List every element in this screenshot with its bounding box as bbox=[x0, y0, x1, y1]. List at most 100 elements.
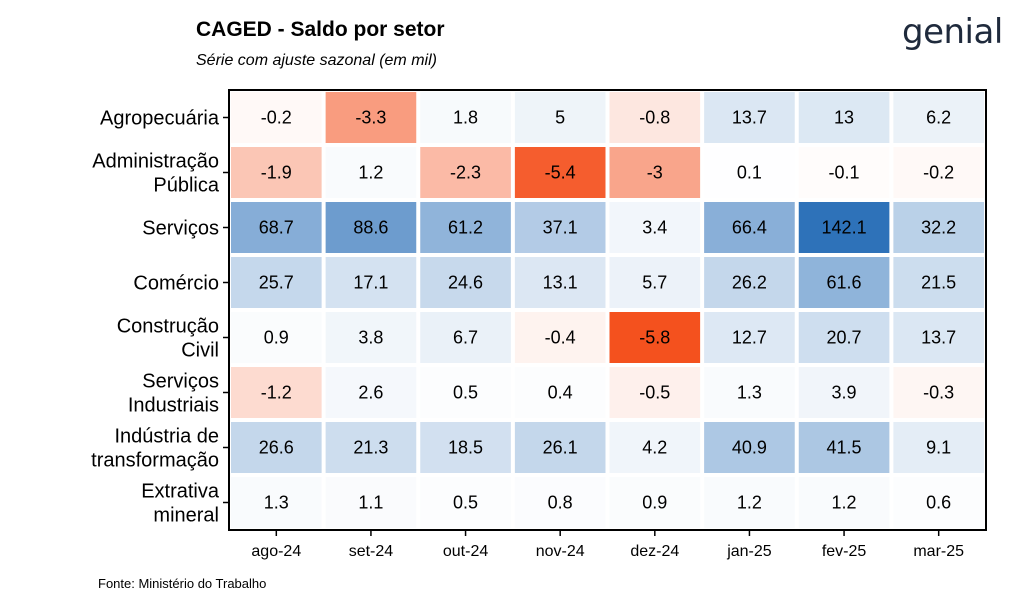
cell-value-label: 3.9 bbox=[832, 383, 857, 403]
cell-value-label: 13 bbox=[834, 108, 854, 128]
heatmap-cell bbox=[798, 92, 890, 143]
column-label: jan-25 bbox=[726, 543, 772, 560]
heatmap-cell bbox=[325, 367, 417, 418]
heatmap-cell bbox=[704, 477, 795, 528]
plot-frame bbox=[228, 89, 987, 531]
heatmap-cell bbox=[231, 147, 322, 198]
row-label: Construção bbox=[117, 316, 219, 338]
heatmap-cell bbox=[893, 477, 984, 528]
chart-subtitle: Série com ajuste sazonal (em mil) bbox=[196, 52, 437, 69]
row-label: Indústria de bbox=[114, 426, 219, 448]
cell-value-label: 61.6 bbox=[827, 273, 862, 293]
cell-value-label: -1.9 bbox=[261, 163, 292, 183]
heatmap-cell bbox=[325, 422, 417, 473]
cell-value-label: 4.2 bbox=[642, 438, 667, 458]
heatmap-cell bbox=[609, 422, 701, 473]
cell-value-label: -3.3 bbox=[355, 108, 386, 128]
heatmap-cell bbox=[420, 202, 511, 253]
cell-value-label: 1.2 bbox=[737, 493, 762, 513]
heatmap-cell bbox=[231, 422, 322, 473]
heatmap-cell bbox=[325, 147, 417, 198]
row-label: Serviços bbox=[142, 218, 219, 240]
heatmap-cell bbox=[609, 477, 701, 528]
column-label: nov-24 bbox=[536, 543, 585, 560]
heatmap-cell bbox=[609, 147, 701, 198]
heatmap-cell bbox=[704, 422, 795, 473]
column-label: set-24 bbox=[349, 543, 394, 560]
heatmap-cell bbox=[704, 367, 795, 418]
heatmap-cell bbox=[514, 312, 606, 363]
heatmap-cell bbox=[514, 92, 606, 143]
heatmap-cell bbox=[609, 367, 701, 418]
cell-value-label: -0.3 bbox=[923, 383, 954, 403]
heatmap-cell bbox=[798, 477, 890, 528]
column-label: dez-24 bbox=[630, 543, 679, 560]
column-label: out-24 bbox=[443, 543, 488, 560]
row-label: Administração bbox=[92, 151, 219, 173]
heatmap-cell bbox=[514, 257, 606, 308]
cell-value-label: 41.5 bbox=[827, 438, 862, 458]
heatmap-cell bbox=[420, 422, 511, 473]
cell-value-label: 26.6 bbox=[259, 438, 294, 458]
cell-value-label: 0.8 bbox=[548, 493, 573, 513]
row-label: Pública bbox=[153, 175, 219, 197]
cell-value-label: 1.1 bbox=[358, 493, 383, 513]
heatmap-cell bbox=[893, 312, 984, 363]
cell-value-label: -0.4 bbox=[545, 328, 576, 348]
heatmap-cell bbox=[893, 257, 984, 308]
cell-value-label: -3 bbox=[647, 163, 663, 183]
row-label: Civil bbox=[181, 340, 219, 362]
heatmap-cell bbox=[231, 92, 322, 143]
heatmap-cell bbox=[420, 477, 511, 528]
cell-value-label: 24.6 bbox=[448, 273, 483, 293]
heatmap-cell bbox=[609, 202, 701, 253]
heatmap-cell bbox=[704, 257, 795, 308]
cell-value-label: 37.1 bbox=[543, 218, 578, 238]
heatmap-cell bbox=[798, 367, 890, 418]
column-label: fev-25 bbox=[822, 543, 867, 560]
cell-value-label: 6.2 bbox=[926, 108, 951, 128]
heatmap-cell bbox=[325, 202, 417, 253]
row-label: Agropecuária bbox=[100, 108, 220, 130]
column-label: ago-24 bbox=[251, 543, 301, 560]
heatmap-cell bbox=[798, 147, 890, 198]
cell-value-label: 1.3 bbox=[737, 383, 762, 403]
cell-value-label: -0.5 bbox=[639, 383, 670, 403]
cell-value-label: 0.5 bbox=[453, 493, 478, 513]
heatmap-cell bbox=[514, 422, 606, 473]
row-label: mineral bbox=[153, 505, 219, 527]
cell-value-label: 26.1 bbox=[543, 438, 578, 458]
cell-value-label: -5.8 bbox=[639, 328, 670, 348]
cell-value-label: 5 bbox=[555, 108, 565, 128]
cell-value-label: 66.4 bbox=[732, 218, 767, 238]
heatmap-cell bbox=[231, 477, 322, 528]
heatmap-cell bbox=[325, 312, 417, 363]
cell-value-label: 20.7 bbox=[827, 328, 862, 348]
cell-value-label: 2.6 bbox=[358, 383, 383, 403]
cell-value-label: 0.1 bbox=[737, 163, 762, 183]
cell-value-label: 21.5 bbox=[921, 273, 956, 293]
heatmap-cell bbox=[893, 422, 984, 473]
heatmap-cell bbox=[514, 367, 606, 418]
column-label: mar-25 bbox=[913, 543, 964, 560]
heatmap-cell bbox=[798, 202, 890, 253]
chart-title: CAGED - Saldo por setor bbox=[196, 18, 445, 41]
cell-value-label: -0.2 bbox=[923, 163, 954, 183]
cell-value-label: 0.4 bbox=[548, 383, 573, 403]
cell-value-label: 17.1 bbox=[353, 273, 388, 293]
cell-value-label: 88.6 bbox=[353, 218, 388, 238]
genial-logo: genial bbox=[902, 12, 1003, 52]
cell-value-label: 1.3 bbox=[264, 493, 289, 513]
heatmap-cell bbox=[893, 147, 984, 198]
cell-value-label: 9.1 bbox=[926, 438, 951, 458]
source-note: Fonte: Ministério do Trabalho bbox=[98, 576, 267, 591]
cell-value-label: 3.8 bbox=[358, 328, 383, 348]
heatmap-cell bbox=[704, 147, 795, 198]
row-label: transformação bbox=[91, 450, 219, 472]
heatmap-cell bbox=[798, 312, 890, 363]
heatmap-cell bbox=[420, 92, 511, 143]
cell-value-label: -0.8 bbox=[639, 108, 670, 128]
heatmap-cell bbox=[420, 257, 511, 308]
cell-value-label: 5.7 bbox=[642, 273, 667, 293]
